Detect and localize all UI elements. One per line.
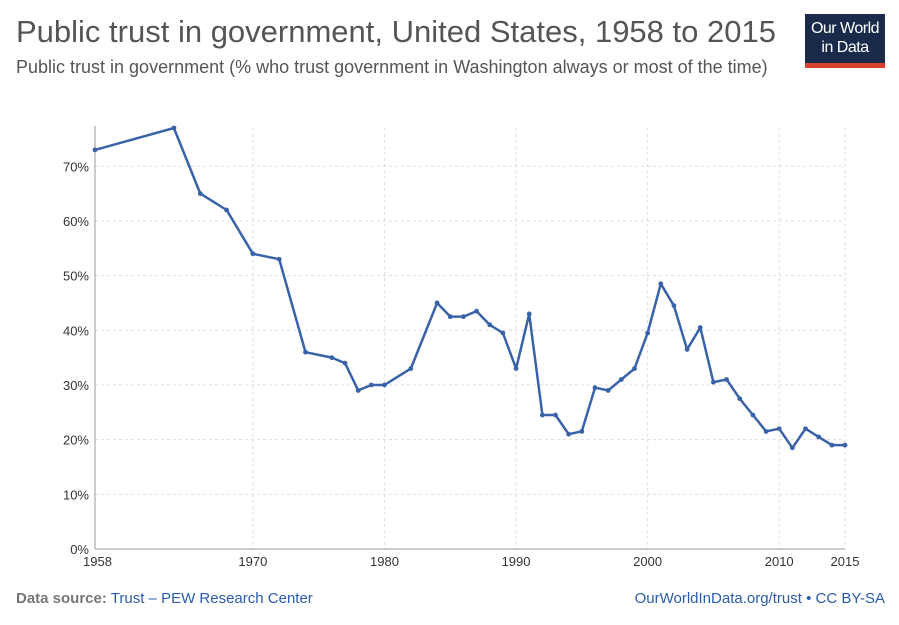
y-tick-label: 30% <box>63 378 89 393</box>
data-source-label: Data source: <box>16 590 107 607</box>
y-tick-label: 20% <box>63 433 89 448</box>
grid-lines <box>95 128 846 549</box>
y-tick-label: 70% <box>63 159 89 174</box>
data-point <box>671 303 677 309</box>
data-point <box>474 308 479 314</box>
footer-separator: • <box>806 590 812 607</box>
data-source-link[interactable]: Trust – PEW Research Center <box>110 590 313 607</box>
owid-logo[interactable]: Our World in Data <box>805 14 885 68</box>
data-point <box>605 388 611 393</box>
data-point <box>434 300 440 306</box>
data-point <box>579 429 585 434</box>
data-point <box>408 366 414 371</box>
data-point <box>553 412 558 418</box>
data-point <box>842 442 848 448</box>
y-tick-label: 60% <box>63 214 89 229</box>
data-point <box>487 322 493 328</box>
series-layer <box>92 125 848 451</box>
data-point <box>658 281 664 287</box>
data-point <box>618 377 624 382</box>
data-point <box>776 426 782 432</box>
site-link[interactable]: OurWorldInData.org/trust <box>634 590 802 607</box>
data-point <box>539 412 545 418</box>
data-point <box>355 388 361 393</box>
axes <box>94 126 845 550</box>
data-point <box>368 382 374 388</box>
data-point <box>816 434 822 440</box>
data-point <box>803 426 808 432</box>
data-point <box>513 366 519 371</box>
data-point <box>684 347 690 352</box>
data-point <box>447 314 453 320</box>
footer-links: OurWorldInData.org/trust • CC BY-SA <box>635 590 885 607</box>
series-line <box>94 126 845 450</box>
y-tick-label: 10% <box>63 487 89 502</box>
x-tick-label: 1990 <box>502 554 531 569</box>
data-point <box>382 382 387 388</box>
data-point <box>224 207 229 213</box>
data-point <box>697 325 703 330</box>
x-tick-label: 2000 <box>633 554 662 569</box>
tick-labels: 0% 10% 20% 30% 40% 50% 60% 70% 1958 1970 1980 1990 2… <box>63 159 859 569</box>
data-point <box>342 360 348 366</box>
data-point <box>197 191 203 197</box>
data-point <box>250 251 256 257</box>
license-link[interactable]: CC BY-SA <box>815 590 885 607</box>
y-tick-label: 0% <box>70 542 89 557</box>
data-point <box>461 314 466 320</box>
data-point <box>566 431 572 437</box>
x-tick-label: 1958 <box>83 554 112 569</box>
chart-subtitle: Public trust in government (% who trust … <box>16 57 768 77</box>
y-tick-label: 40% <box>63 323 89 338</box>
data-point <box>829 442 835 448</box>
x-tick-label: 2015 <box>831 554 860 569</box>
logo-line-1: Our World <box>810 20 880 37</box>
data-point <box>724 377 729 382</box>
data-point <box>526 311 532 317</box>
y-tick-label: 50% <box>63 269 89 284</box>
data-point <box>500 330 506 336</box>
data-point <box>329 355 335 361</box>
data-point <box>276 256 282 262</box>
data-point <box>92 147 98 153</box>
data-point <box>789 445 795 451</box>
data-source: Data source: Trust – PEW Research Center <box>16 590 313 607</box>
data-point <box>171 125 177 131</box>
data-point <box>592 385 598 391</box>
data-point <box>632 366 637 371</box>
data-point <box>711 379 716 385</box>
x-tick-label: 1980 <box>370 554 399 569</box>
data-point <box>737 396 743 402</box>
data-point <box>763 429 769 434</box>
chart-title: Public trust in government, United State… <box>16 14 776 49</box>
data-point <box>645 330 651 336</box>
x-tick-label: 2010 <box>765 554 794 569</box>
data-point <box>750 412 756 418</box>
x-tick-label: 1970 <box>238 554 267 569</box>
logo-line-2: in Data <box>821 39 869 56</box>
data-point <box>303 349 308 355</box>
